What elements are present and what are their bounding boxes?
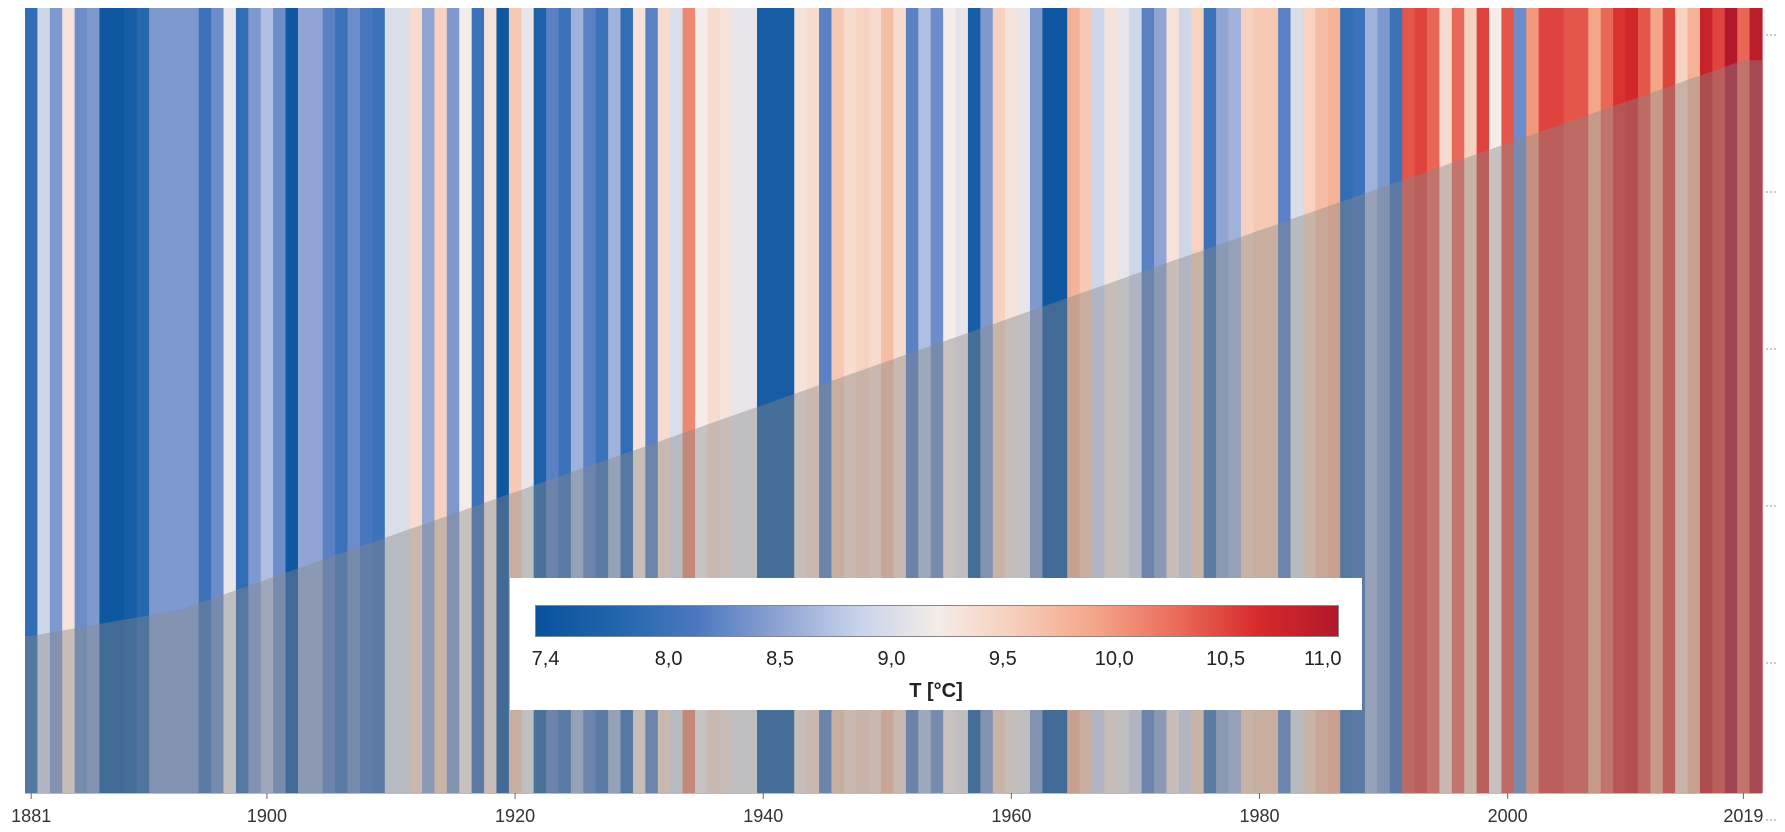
stripe-1990 bbox=[1377, 8, 1391, 793]
stripe-1994 bbox=[1427, 8, 1441, 793]
stripe-1902 bbox=[285, 8, 299, 793]
stripe-1885 bbox=[74, 8, 88, 793]
stripe-1881 bbox=[25, 8, 39, 793]
stripe-2015 bbox=[1687, 8, 1701, 793]
stripe-1896 bbox=[211, 8, 225, 793]
stripe-1900 bbox=[260, 8, 274, 793]
stripe-1882 bbox=[37, 8, 51, 793]
stripe-1899 bbox=[248, 8, 262, 793]
stripe-1909 bbox=[372, 8, 386, 793]
stripe-2000 bbox=[1501, 8, 1515, 793]
stripe-1993 bbox=[1414, 8, 1428, 793]
stripe-1892 bbox=[161, 8, 175, 793]
stripe-2020 bbox=[1749, 8, 1763, 793]
stripe-1991 bbox=[1389, 8, 1403, 793]
stripe-2011 bbox=[1637, 8, 1651, 793]
colorbar-tick-label: 9,5 bbox=[988, 648, 1017, 670]
colorbar-tick-label: 9,0 bbox=[877, 648, 906, 670]
colorbar-title: T [°C] bbox=[909, 680, 963, 702]
stripe-2008 bbox=[1600, 8, 1614, 793]
stripe-2014 bbox=[1675, 8, 1689, 793]
stripe-1897 bbox=[223, 8, 237, 793]
x-tick-label: 2019 bbox=[1723, 806, 1763, 826]
colorbar-tick-label: 11,0 bbox=[1304, 648, 1342, 670]
stripe-2012 bbox=[1650, 8, 1664, 793]
stripe-1893 bbox=[173, 8, 187, 793]
stripe-1917 bbox=[471, 8, 485, 793]
stripe-1910 bbox=[384, 8, 398, 793]
x-tick-label: 1980 bbox=[1239, 806, 1279, 826]
stripe-1903 bbox=[297, 8, 311, 793]
stripe-1894 bbox=[186, 8, 200, 793]
stripe-2009 bbox=[1613, 8, 1627, 793]
stripe-2010 bbox=[1625, 8, 1639, 793]
stripe-2013 bbox=[1662, 8, 1676, 793]
stripe-1905 bbox=[322, 8, 336, 793]
stripe-1884 bbox=[62, 8, 76, 793]
stripe-1895 bbox=[198, 8, 212, 793]
x-tick-label: 1960 bbox=[991, 806, 1031, 826]
stripe-2002 bbox=[1526, 8, 1540, 793]
x-axis: 1881 1900 1920 1940 1960 1980 2000 2019 bbox=[11, 793, 1763, 826]
colorbar-tick-label: 8,0 bbox=[654, 648, 683, 670]
stripe-1898 bbox=[235, 8, 249, 793]
stripe-2001 bbox=[1513, 8, 1527, 793]
colorbar-legend: 7,4 8,0 8,5 9,0 9,5 10,0 10,5 11,0 T [°C] bbox=[510, 578, 1362, 710]
colorbar-tick-label: 10,0 bbox=[1094, 648, 1134, 670]
stripe-1915 bbox=[446, 8, 460, 793]
stripe-2007 bbox=[1588, 8, 1602, 793]
stripe-2016 bbox=[1699, 8, 1713, 793]
colorbar-tick-label: 10,5 bbox=[1206, 648, 1246, 670]
colorbar-tick-label: 8,5 bbox=[766, 648, 794, 670]
stripe-1989 bbox=[1364, 8, 1378, 793]
stripe-1888 bbox=[111, 8, 125, 793]
x-tick-label: 1881 bbox=[11, 806, 51, 826]
stripe-1883 bbox=[49, 8, 63, 793]
colorbar-tick-label: 7,4 bbox=[531, 648, 560, 670]
stripe-1901 bbox=[273, 8, 287, 793]
stripe-2005 bbox=[1563, 8, 1577, 793]
stripe-1913 bbox=[422, 8, 436, 793]
stripe-1911 bbox=[397, 8, 411, 793]
stripe-1996 bbox=[1451, 8, 1465, 793]
stripe-1891 bbox=[149, 8, 163, 793]
stripe-1887 bbox=[99, 8, 113, 793]
stripe-2018 bbox=[1724, 8, 1738, 793]
stripe-1992 bbox=[1402, 8, 1416, 793]
right-axis-ticks bbox=[1766, 34, 1778, 821]
stripe-1890 bbox=[136, 8, 150, 793]
stripe-1907 bbox=[347, 8, 361, 793]
stripe-1906 bbox=[335, 8, 349, 793]
stripe-1999 bbox=[1489, 8, 1503, 793]
x-tick-label: 2000 bbox=[1488, 806, 1528, 826]
colorbar-gradient bbox=[535, 605, 1339, 637]
stripe-2004 bbox=[1551, 8, 1565, 793]
stripe-1997 bbox=[1464, 8, 1478, 793]
stripe-2006 bbox=[1575, 8, 1589, 793]
stripe-1918 bbox=[484, 8, 498, 793]
stripe-1912 bbox=[409, 8, 423, 793]
stripe-1914 bbox=[434, 8, 448, 793]
colorbar-tick-labels: 7,4 8,0 8,5 9,0 9,5 10,0 10,5 11,0 bbox=[531, 648, 1342, 674]
stripe-2017 bbox=[1712, 8, 1726, 793]
x-tick-label: 1940 bbox=[743, 806, 783, 826]
stripe-2003 bbox=[1538, 8, 1552, 793]
stripe-1908 bbox=[359, 8, 373, 793]
stripe-1919 bbox=[496, 8, 510, 793]
stripe-1916 bbox=[459, 8, 473, 793]
stripe-1889 bbox=[124, 8, 138, 793]
x-tick-label: 1920 bbox=[495, 806, 535, 826]
stripe-1995 bbox=[1439, 8, 1453, 793]
stripe-2019 bbox=[1737, 8, 1751, 793]
x-tick-label: 1900 bbox=[247, 806, 287, 826]
stripe-1904 bbox=[310, 8, 324, 793]
stripe-1998 bbox=[1476, 8, 1490, 793]
stripe-1886 bbox=[87, 8, 101, 793]
